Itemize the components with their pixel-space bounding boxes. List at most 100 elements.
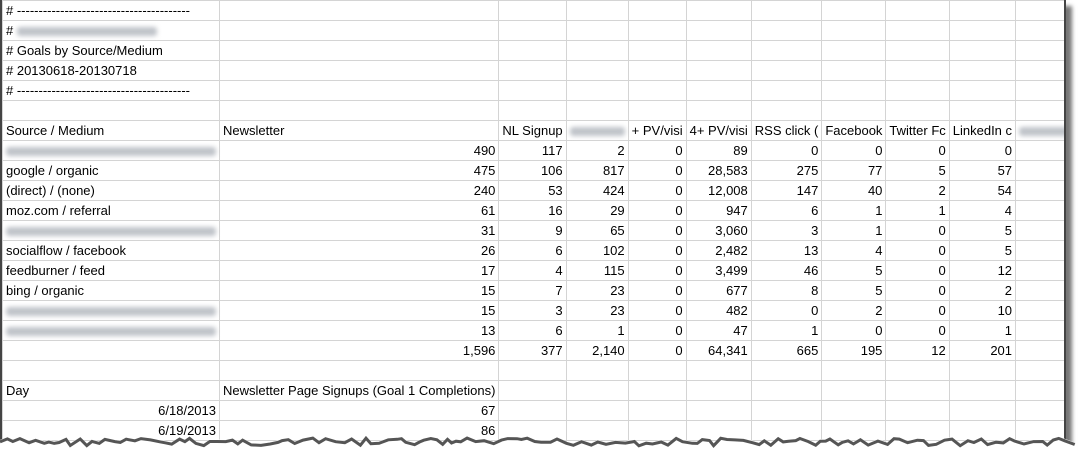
value-cell[interactable]: 5 bbox=[821, 260, 887, 281]
value-cell[interactable]: 70 bbox=[1015, 160, 1064, 181]
value-cell[interactable]: 23 bbox=[565, 280, 629, 301]
value-cell[interactable]: 0 bbox=[627, 260, 687, 281]
total-cell[interactable]: 0 bbox=[627, 340, 687, 361]
value-cell[interactable]: 147 bbox=[750, 180, 823, 201]
cell[interactable] bbox=[1015, 80, 1064, 101]
header-cell[interactable]: RSS click ( bbox=[750, 120, 823, 141]
header-cell[interactable]: Newsletter bbox=[218, 120, 500, 141]
cell[interactable] bbox=[821, 400, 887, 421]
meta-cell[interactable]: # Goals by Source/Medium bbox=[2, 40, 220, 61]
value-cell[interactable]: 424 bbox=[565, 180, 629, 201]
cell[interactable] bbox=[821, 380, 887, 401]
cell[interactable] bbox=[685, 80, 752, 101]
value-cell[interactable]: 0 bbox=[627, 180, 687, 201]
source-cell[interactable]: (direct) / (none) bbox=[2, 180, 220, 201]
cell[interactable] bbox=[821, 40, 887, 61]
cell[interactable] bbox=[1015, 60, 1064, 81]
source-cell[interactable]: moz.com / referral bbox=[2, 200, 220, 221]
value-cell[interactable]: 15 bbox=[218, 280, 500, 301]
value-cell[interactable]: 1 bbox=[565, 320, 629, 341]
cell[interactable] bbox=[750, 0, 823, 21]
cell[interactable] bbox=[948, 40, 1017, 61]
value-cell[interactable]: 2 bbox=[821, 300, 887, 321]
value-cell[interactable]: 5 bbox=[821, 280, 887, 301]
cell[interactable] bbox=[750, 380, 823, 401]
value-cell[interactable]: 106 bbox=[498, 160, 567, 181]
cell[interactable] bbox=[218, 360, 500, 381]
cell[interactable] bbox=[2, 100, 220, 121]
value-cell[interactable]: 26 bbox=[218, 240, 500, 261]
value-cell[interactable]: 0 bbox=[885, 320, 950, 341]
total-cell[interactable]: 201 bbox=[948, 340, 1017, 361]
cell[interactable] bbox=[1015, 40, 1064, 61]
cell[interactable] bbox=[498, 60, 567, 81]
cell[interactable] bbox=[821, 360, 887, 381]
cell[interactable] bbox=[885, 380, 950, 401]
cell[interactable] bbox=[948, 400, 1017, 421]
value-cell[interactable]: 0 bbox=[627, 300, 687, 321]
value-cell[interactable]: 17 bbox=[218, 260, 500, 281]
value-cell[interactable]: 4 bbox=[498, 260, 567, 281]
value-cell[interactable]: 1 bbox=[821, 220, 887, 241]
header-cell[interactable]: LinkedIn c bbox=[948, 120, 1017, 141]
value-cell[interactable]: 3 bbox=[750, 220, 823, 241]
cell[interactable] bbox=[885, 60, 950, 81]
cell[interactable] bbox=[685, 0, 752, 21]
cell[interactable] bbox=[821, 80, 887, 101]
value-cell[interactable]: 9 bbox=[498, 220, 567, 241]
value-cell[interactable]: 46 bbox=[1015, 180, 1064, 201]
cell[interactable] bbox=[627, 20, 687, 41]
value-cell[interactable]: 0 bbox=[750, 140, 823, 161]
cell[interactable] bbox=[2, 360, 220, 381]
cell[interactable] bbox=[565, 0, 629, 21]
cell[interactable] bbox=[1015, 100, 1064, 121]
value-cell[interactable]: 23 bbox=[565, 300, 629, 321]
value-cell[interactable]: 0 bbox=[627, 280, 687, 301]
cell[interactable] bbox=[627, 0, 687, 21]
cell[interactable] bbox=[750, 60, 823, 81]
value-cell[interactable]: 1 bbox=[885, 200, 950, 221]
cell[interactable] bbox=[565, 100, 629, 121]
value-cell[interactable]: 12,008 bbox=[685, 180, 752, 201]
meta-cell[interactable]: # 20130618-20130718 bbox=[2, 60, 220, 81]
value-cell[interactable]: 0 bbox=[750, 300, 823, 321]
source-cell[interactable] bbox=[2, 220, 220, 241]
value-cell[interactable]: 1 bbox=[750, 320, 823, 341]
cell[interactable] bbox=[885, 80, 950, 101]
cell[interactable] bbox=[565, 60, 629, 81]
cell[interactable] bbox=[885, 40, 950, 61]
value-cell[interactable]: 40 bbox=[821, 180, 887, 201]
cell[interactable] bbox=[685, 360, 752, 381]
cell[interactable] bbox=[627, 80, 687, 101]
value-cell[interactable]: 2 bbox=[1015, 260, 1064, 281]
cell[interactable] bbox=[1015, 360, 1064, 381]
value-cell[interactable]: 482 bbox=[685, 300, 752, 321]
value-cell[interactable]: 6 bbox=[498, 320, 567, 341]
cell[interactable] bbox=[218, 100, 500, 121]
source-cell[interactable] bbox=[2, 140, 220, 161]
cell[interactable] bbox=[685, 20, 752, 41]
source-cell[interactable]: google / organic bbox=[2, 160, 220, 181]
cell[interactable] bbox=[2, 340, 220, 361]
value-cell[interactable]: 5 bbox=[885, 160, 950, 181]
value-cell[interactable]: 5 bbox=[948, 240, 1017, 261]
meta-cell[interactable]: # --------------------------------------… bbox=[2, 0, 220, 21]
value-cell[interactable]: 817 bbox=[565, 160, 629, 181]
value-cell[interactable]: 5 bbox=[1015, 320, 1064, 341]
value-cell[interactable]: 0 bbox=[885, 260, 950, 281]
value-cell[interactable]: 61 bbox=[218, 200, 500, 221]
cell[interactable] bbox=[498, 40, 567, 61]
cell[interactable] bbox=[565, 380, 629, 401]
value-cell[interactable]: 0 bbox=[627, 160, 687, 181]
cell[interactable] bbox=[750, 40, 823, 61]
cell[interactable] bbox=[685, 60, 752, 81]
value-cell[interactable]: 0 bbox=[885, 280, 950, 301]
value-cell[interactable]: 117 bbox=[1015, 140, 1064, 161]
header-cell[interactable]: 4+ PV/visi bbox=[685, 120, 752, 141]
source-cell[interactable]: socialflow / facebook bbox=[2, 240, 220, 261]
value-cell[interactable]: 0 bbox=[627, 140, 687, 161]
value-cell[interactable]: 53 bbox=[498, 180, 567, 201]
cell[interactable] bbox=[885, 20, 950, 41]
cell[interactable] bbox=[948, 360, 1017, 381]
value-cell[interactable]: 0 bbox=[885, 240, 950, 261]
